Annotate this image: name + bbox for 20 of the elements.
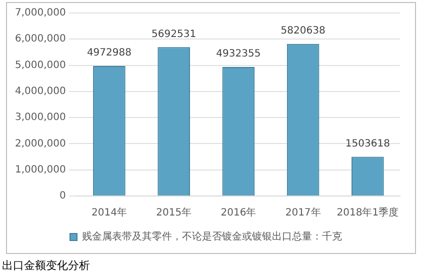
y-tick-label: 3,000,000 [14, 112, 66, 124]
data-label: 5692531 [152, 28, 196, 40]
y-tick-label: 0 [60, 190, 66, 202]
y-tick-label: 1,000,000 [14, 164, 66, 176]
x-tick-label: 2016年 [220, 206, 256, 219]
y-tick-label: 5,000,000 [14, 60, 66, 71]
data-label: 4932355 [216, 48, 261, 60]
text: 出口金额变化分析 [2, 258, 90, 273]
y-tick-label: 4,000,000 [14, 86, 66, 98]
y-tick-label: 6,000,000 [14, 34, 66, 45]
data-label: 5820638 [280, 25, 326, 36]
x-tick-label: 2017年 [285, 206, 321, 219]
y-tick-label: 7,000,000 [14, 8, 66, 19]
x-tick-label: 2015年 [156, 206, 192, 219]
x-tick-label: 2014年 [91, 206, 127, 219]
data-label: 4972988 [86, 48, 132, 59]
x-tick-label: 2018年1季度 [336, 206, 399, 219]
y-tick-label: 2,000,000 [14, 138, 66, 150]
legend-label: 贱金属表带及其零件，不论是否镀金或镀银出口总量：千克 [82, 230, 342, 243]
data-label: 1503618 [345, 138, 390, 150]
